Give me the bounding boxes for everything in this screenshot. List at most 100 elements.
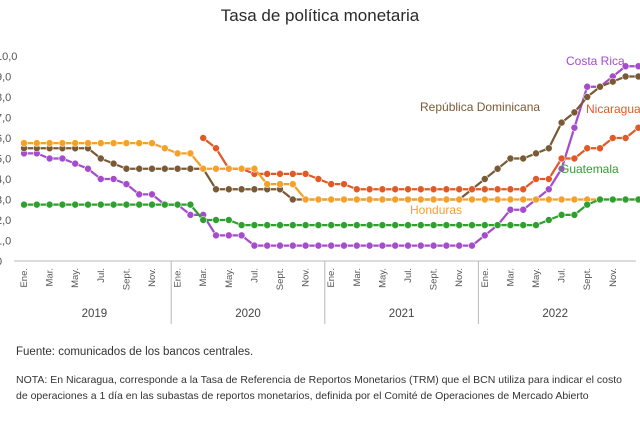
data-point	[365, 195, 374, 204]
data-point	[225, 231, 233, 240]
data-point	[557, 211, 566, 219]
y-tick-label: 9,0	[0, 72, 11, 84]
data-point	[45, 139, 54, 147]
y-tick-label: 0	[0, 256, 2, 268]
data-point	[404, 221, 412, 229]
year-label: 2019	[82, 308, 108, 320]
data-point	[314, 195, 323, 204]
data-point	[186, 200, 195, 209]
data-point	[250, 164, 259, 173]
series-label-costa-rica: Costa Rica	[566, 54, 625, 68]
data-point	[391, 221, 400, 229]
data-point	[506, 221, 515, 229]
data-point	[340, 241, 348, 250]
data-point	[301, 241, 310, 250]
data-point	[429, 221, 438, 229]
series-label-honduras: Honduras	[410, 203, 462, 217]
data-point	[608, 134, 617, 142]
data-point	[122, 139, 131, 147]
data-point	[122, 180, 131, 188]
x-tick-label: Jul.	[403, 268, 414, 283]
data-point	[365, 241, 374, 250]
data-point	[634, 62, 640, 71]
series-label-republica-dominicana: República Dominicana	[420, 100, 540, 114]
series-layer: Costa Rica República Dominicana Nicaragua H…	[20, 54, 640, 250]
x-tick-label: Sept.	[275, 268, 286, 290]
x-tick-label: May.	[224, 268, 235, 288]
data-point	[519, 154, 528, 163]
data-point	[391, 185, 400, 194]
data-point	[276, 241, 284, 250]
data-point	[416, 221, 425, 229]
data-point	[544, 144, 553, 153]
data-point	[506, 154, 515, 163]
data-point	[519, 195, 528, 204]
data-point	[109, 159, 118, 168]
data-point	[20, 139, 28, 147]
data-point	[416, 195, 425, 204]
data-point	[404, 195, 412, 204]
data-point	[301, 170, 310, 178]
data-point	[148, 139, 156, 147]
data-point	[237, 164, 246, 173]
data-point	[416, 185, 425, 194]
year-label: 2021	[389, 308, 415, 320]
x-tick-label: Ene.	[480, 268, 491, 288]
data-point	[634, 195, 640, 204]
data-point	[442, 221, 451, 229]
x-tick-label: Sept.	[121, 268, 132, 290]
data-point	[97, 200, 105, 209]
data-point	[378, 241, 387, 250]
x-tick-label: May.	[70, 268, 81, 288]
data-point	[71, 200, 79, 209]
x-tick-label: Sept.	[429, 268, 440, 290]
data-point	[135, 139, 143, 147]
data-point	[314, 175, 323, 183]
y-tick-label: 4,0	[0, 174, 11, 186]
data-point	[327, 221, 336, 229]
data-point	[314, 221, 323, 229]
data-point	[519, 205, 528, 214]
data-point	[404, 241, 412, 250]
data-point	[263, 241, 272, 250]
series-line-honduras	[24, 142, 640, 201]
data-point	[519, 185, 528, 194]
data-point	[263, 180, 272, 188]
data-point	[135, 190, 143, 199]
data-point	[621, 62, 630, 71]
y-tick-label: 6,0	[0, 133, 11, 145]
x-tick-label: May.	[531, 268, 542, 288]
data-point	[32, 200, 41, 209]
data-point	[301, 195, 310, 204]
data-point	[327, 180, 336, 188]
data-point	[544, 195, 553, 204]
data-point	[276, 221, 284, 229]
data-point	[263, 170, 272, 178]
data-point	[352, 241, 361, 250]
data-point	[493, 221, 502, 229]
data-point	[32, 139, 41, 147]
data-point	[161, 164, 169, 173]
x-tick-label: Mar.	[352, 268, 363, 286]
y-tick-label: 1,0	[0, 236, 11, 248]
data-point	[109, 200, 118, 209]
data-point	[186, 211, 195, 219]
data-point	[135, 200, 143, 209]
year-label: 2022	[542, 308, 568, 320]
data-point	[416, 241, 425, 250]
data-point	[570, 123, 579, 132]
data-point	[135, 164, 143, 173]
data-point	[186, 164, 195, 173]
data-point	[276, 170, 284, 178]
y-tick-label: 3,0	[0, 195, 11, 207]
x-tick-label: Ene.	[326, 268, 337, 288]
data-point	[378, 195, 387, 204]
data-point	[301, 221, 310, 229]
data-point	[506, 195, 515, 204]
data-point	[634, 123, 640, 132]
data-point	[212, 185, 220, 194]
data-point	[199, 216, 207, 224]
data-point	[288, 170, 297, 178]
y-tick-label: 7,0	[0, 113, 11, 125]
data-point	[352, 185, 361, 194]
